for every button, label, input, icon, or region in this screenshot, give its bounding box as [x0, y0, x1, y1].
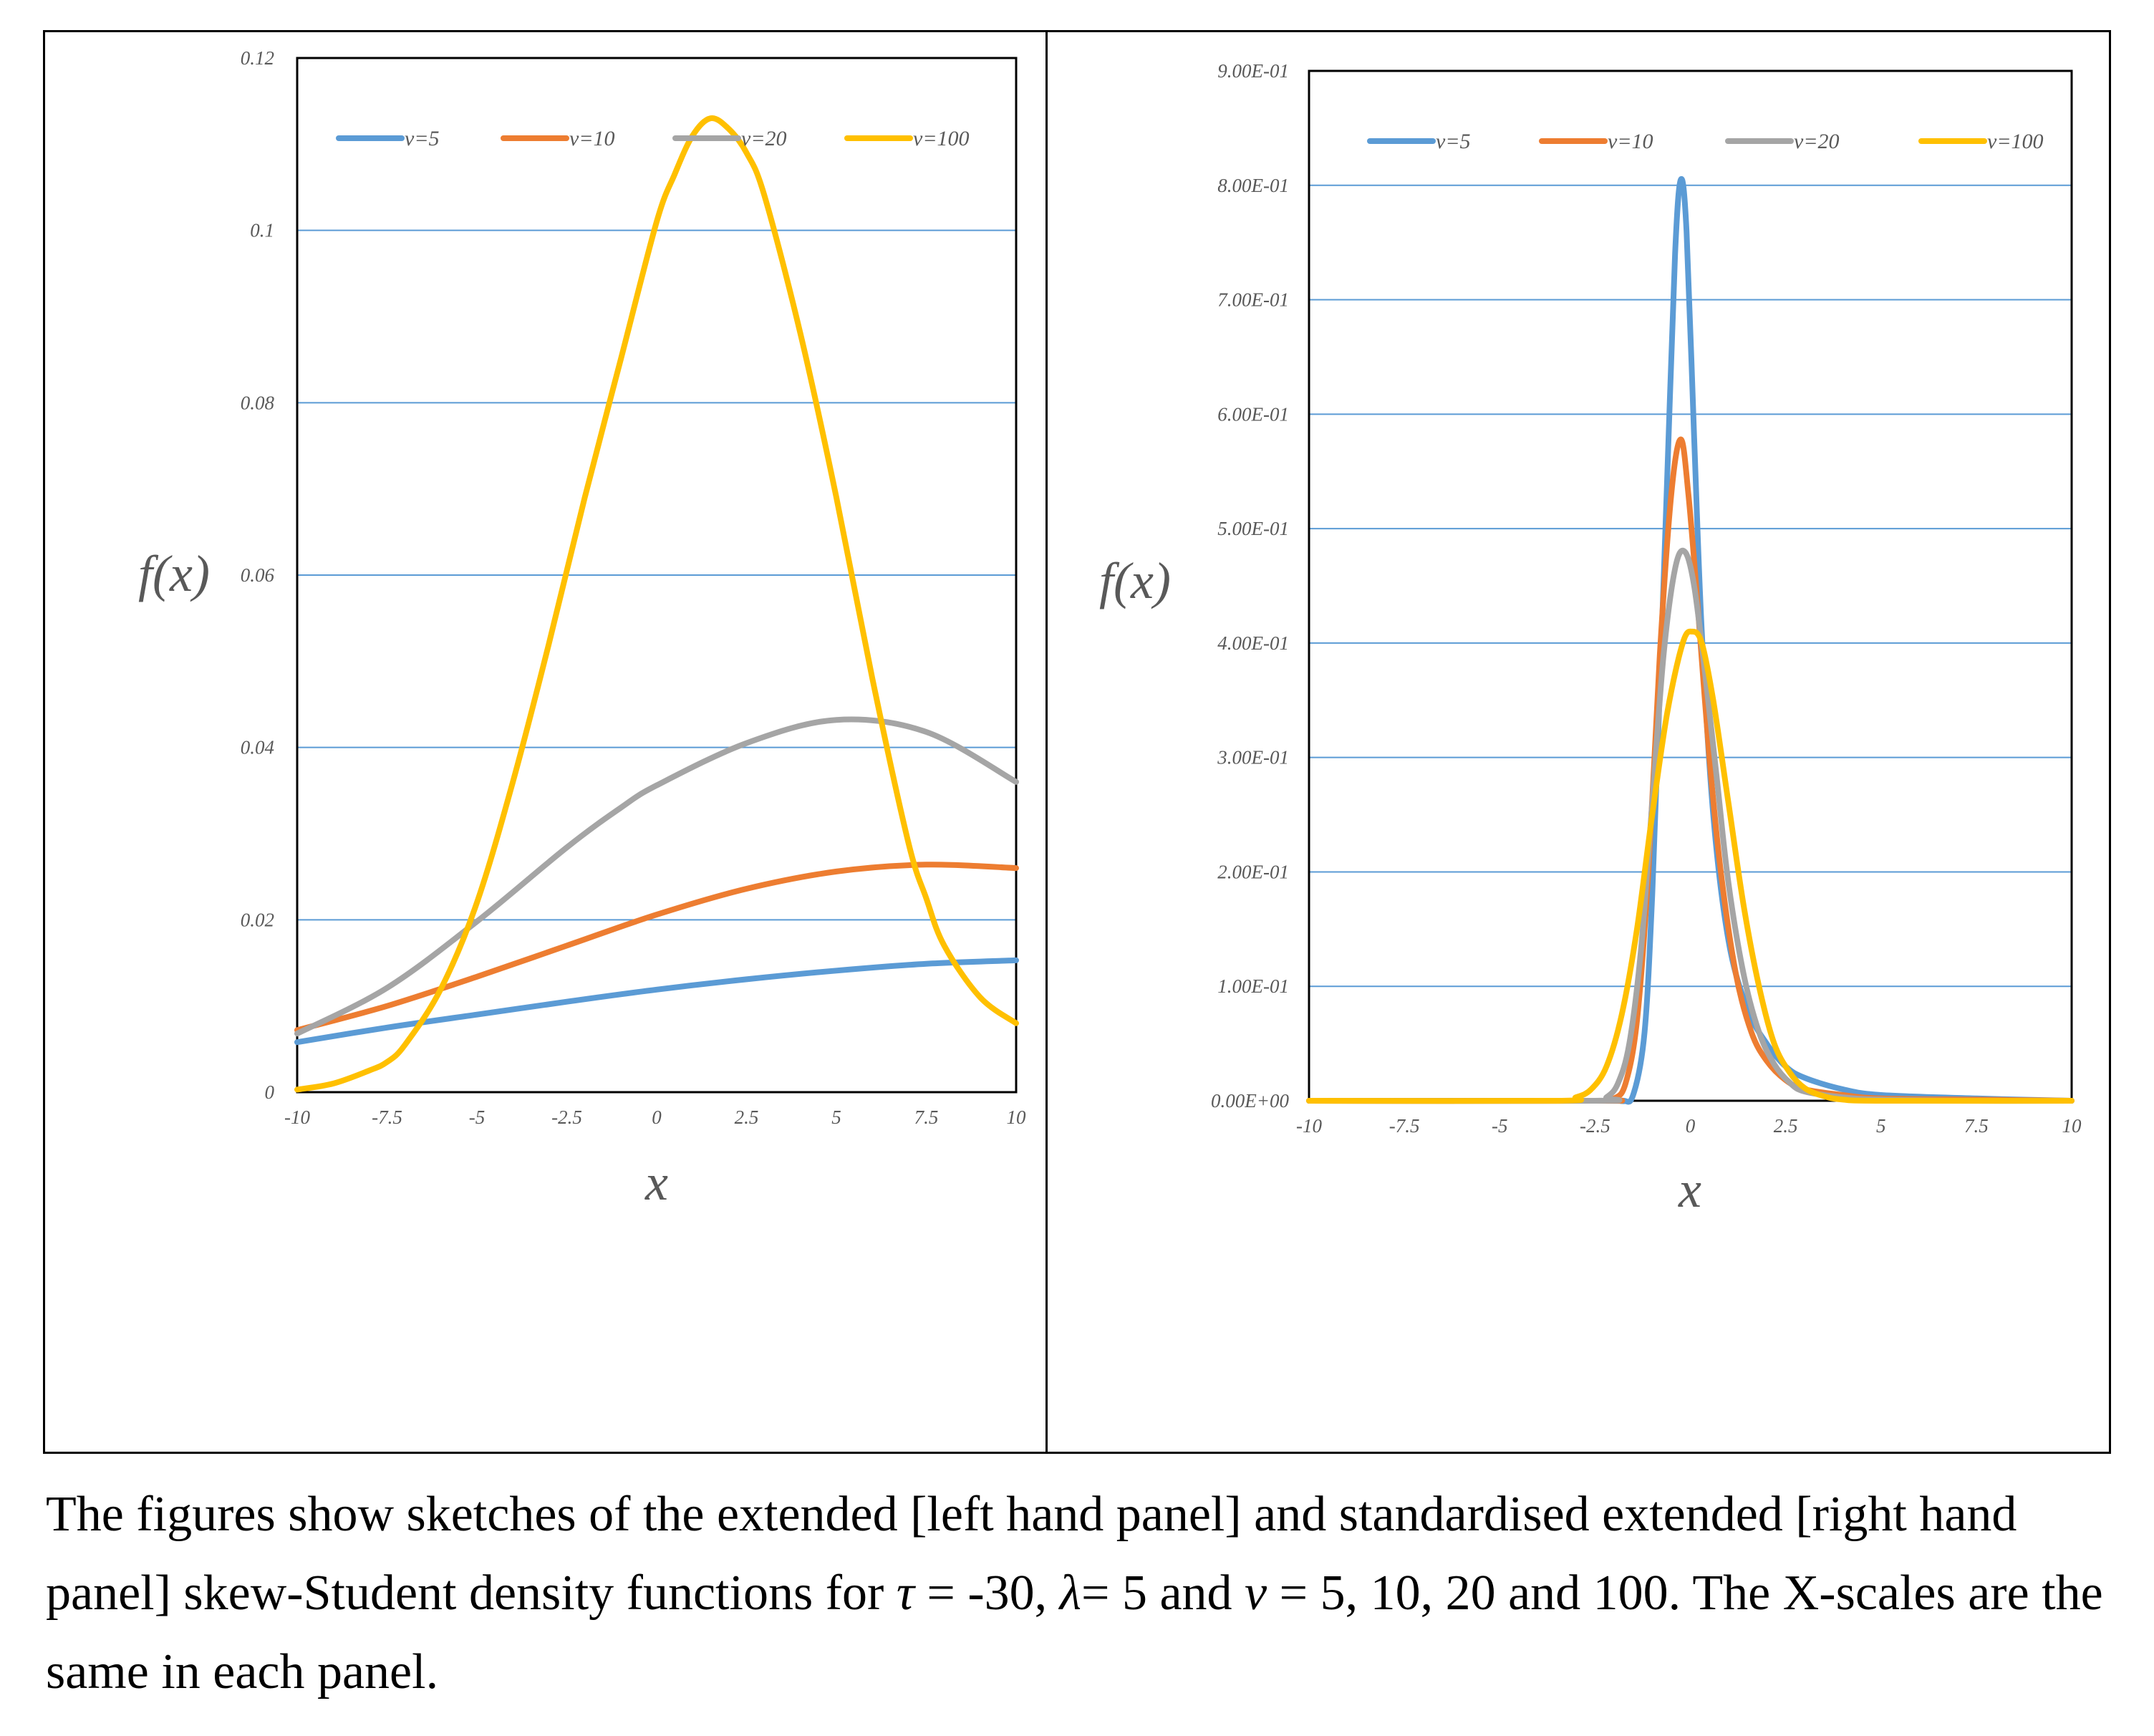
x-tick-label: 0	[652, 1106, 662, 1128]
x-tick-label: 5	[831, 1106, 841, 1128]
caption-part-2: = -30,	[914, 1566, 1060, 1621]
x-axis-label: x	[644, 1154, 668, 1211]
series-line-nu-20	[294, 716, 1019, 1037]
legend-label: ν=100	[1987, 130, 2044, 153]
y-tick-label: 0	[265, 1081, 275, 1103]
caption-nu-symbol: ν	[1245, 1566, 1267, 1621]
plot-area-frame	[1308, 69, 2073, 1102]
legend-label: ν=20	[1794, 130, 1840, 153]
y-tick-label: 3.00E-01	[1217, 747, 1289, 768]
x-tick-label: 10	[1007, 1106, 1027, 1128]
legend-label: ν=10	[1608, 130, 1653, 153]
y-tick-label: 0.1	[250, 220, 274, 241]
caption-part-3: = 5 and	[1081, 1566, 1245, 1621]
legend-label: ν=5	[405, 127, 440, 150]
left-panel: 0 0.02 0.04 0.06 0.08 0.1 0.12 -10 -7.5 -5 -2.5 0 2.…	[43, 30, 1048, 1454]
legend-label: ν=10	[569, 127, 615, 150]
x-tick-label: -5	[469, 1106, 486, 1128]
y-tick-label: 9.00E-01	[1217, 60, 1289, 82]
y-tick-label: 0.06	[241, 564, 275, 586]
x-tick-label: 2.5	[1774, 1115, 1798, 1137]
series-line-nu-100	[1306, 628, 2075, 1104]
y-tick-label: 0.04	[241, 737, 274, 758]
y-tick-label: 0.00E+00	[1211, 1090, 1289, 1111]
x-tick-label: 7.5	[914, 1106, 939, 1128]
x-tick-label: 0	[1686, 1115, 1696, 1137]
y-tick-label: 7.00E-01	[1217, 289, 1289, 311]
y-tick-label: 0.08	[241, 392, 275, 413]
y-tick-label: 1.00E-01	[1217, 975, 1289, 997]
x-tick-label: -2.5	[551, 1106, 582, 1128]
y-tick-label: 4.00E-01	[1217, 632, 1289, 654]
legend-label: ν=100	[913, 127, 970, 150]
x-axis-label: x	[1678, 1161, 1701, 1218]
plot-area-frame	[296, 57, 1018, 1094]
y-axis-label: f(x)	[1099, 552, 1171, 609]
x-tick-label: -7.5	[1389, 1115, 1420, 1137]
x-tick-label: -10	[1296, 1115, 1322, 1137]
x-tick-label: 10	[2062, 1115, 2082, 1137]
series-line-nu-20	[1306, 547, 2075, 1104]
legend-label: ν=20	[741, 127, 787, 150]
series-line-nu-10	[294, 862, 1019, 1033]
x-tick-label: -2.5	[1580, 1115, 1610, 1137]
series-line-nu-100	[294, 115, 1019, 1093]
x-tick-label: 2.5	[735, 1106, 759, 1128]
x-tick-label: -5	[1492, 1115, 1508, 1137]
y-axis-label: f(x)	[138, 545, 210, 602]
y-tick-label: 6.00E-01	[1217, 403, 1289, 425]
x-tick-label: 5	[1876, 1115, 1886, 1137]
x-tick-label: -10	[284, 1106, 310, 1128]
caption-part-4: = 5, 10, 20 and 100. The X-scales are th…	[46, 1566, 2103, 1699]
y-tick-label: 5.00E-01	[1217, 518, 1289, 539]
y-tick-label: 8.00E-01	[1217, 175, 1289, 196]
series-line-nu-5	[1306, 175, 2075, 1105]
right-panel: 0.00E+00 1.00E-01 2.00E-01 3.00E-01 4.00E-01…	[1045, 30, 2111, 1454]
y-tick-label: 0.12	[241, 47, 274, 69]
left-chart: 0 0.02 0.04 0.06 0.08 0.1 0.12 -10 -7.5 -5 -2.5 0 2.…	[138, 47, 1027, 1211]
x-tick-label: -7.5	[372, 1106, 402, 1128]
figure-caption: The figures show sketches of the extende…	[46, 1475, 2137, 1712]
right-chart: 0.00E+00 1.00E-01 2.00E-01 3.00E-01 4.00E-01…	[1099, 60, 2082, 1218]
legend-label: ν=5	[1436, 130, 1471, 153]
caption-tau-symbol: τ	[896, 1566, 914, 1621]
caption-lambda-symbol: λ	[1059, 1566, 1081, 1621]
y-tick-label: 0.02	[241, 909, 274, 930]
caption-part-1: The figures show sketches of the extende…	[46, 1487, 2017, 1621]
series-line-nu-5	[294, 957, 1019, 1046]
x-tick-label: 7.5	[1964, 1115, 1989, 1137]
y-tick-label: 2.00E-01	[1217, 861, 1289, 882]
series-line-nu-10	[1306, 436, 2075, 1104]
